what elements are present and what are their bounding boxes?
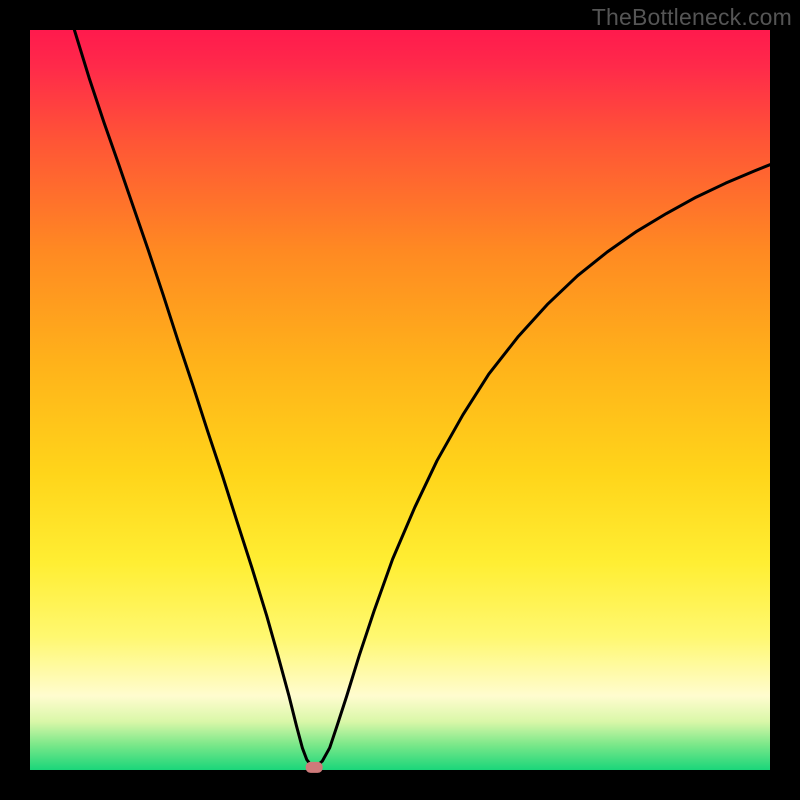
plot-background [30,30,770,770]
watermark-text: TheBottleneck.com [592,4,792,31]
chart-canvas: TheBottleneck.com [0,0,800,800]
bottleneck-chart-svg [0,0,800,800]
optimum-marker [306,762,323,773]
